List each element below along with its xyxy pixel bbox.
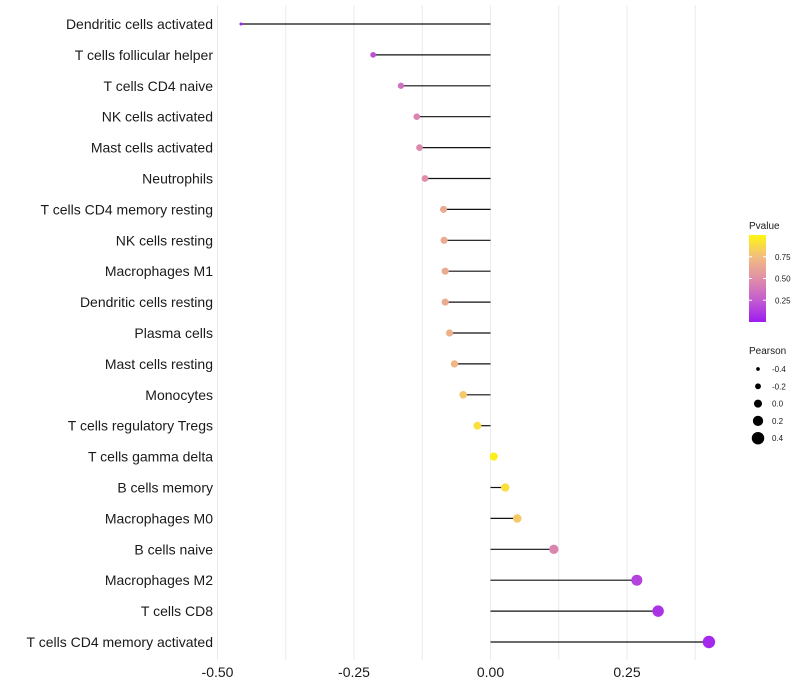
x-tick-label: -0.25: [338, 664, 370, 680]
size-legend-key: [756, 367, 760, 371]
size-legend-label: 0.4: [772, 434, 784, 443]
size-legend-label: 0.2: [772, 417, 784, 426]
x-tick-label: -0.50: [202, 664, 234, 680]
y-tick-label: Mast cells resting: [105, 356, 213, 372]
lollipop-point: [549, 544, 559, 554]
y-tick-label: Mast cells activated: [91, 140, 213, 156]
lollipop-point: [439, 205, 448, 213]
lollipop-point: [652, 605, 664, 617]
y-tick-label: T cells CD4 naive: [104, 78, 214, 94]
y-tick-label: Monocytes: [145, 387, 213, 403]
size-legend-key: [752, 415, 764, 427]
y-axis-labels: Dendritic cells activated T cells follicu…: [27, 16, 214, 650]
size-legend-label: -0.4: [772, 365, 786, 374]
lollipop-point: [413, 113, 421, 120]
lollipop-point: [441, 298, 449, 306]
y-tick-label: Neutrophils: [142, 171, 213, 187]
lollipop-stems: [240, 23, 709, 643]
lollipop-point: [501, 483, 510, 492]
lollipop-points: [239, 22, 716, 649]
pearson-legend-title: Pearson: [749, 346, 786, 357]
colorbar-tick-label: 0.25: [775, 296, 791, 305]
y-tick-label: Dendritic cells activated: [66, 16, 213, 32]
x-tick-label: 0.25: [613, 664, 640, 680]
lollipop-point: [421, 175, 429, 182]
x-tick-label: 0.00: [477, 664, 504, 680]
y-tick-label: NK cells resting: [116, 232, 213, 248]
lollipop-point: [512, 514, 522, 523]
lollipop-point: [702, 635, 716, 649]
y-tick-label: Dendritic cells resting: [80, 294, 213, 310]
pvalue-colorbar: [749, 235, 766, 322]
y-tick-label: Plasma cells: [134, 325, 213, 341]
lollipop-point: [440, 236, 448, 244]
y-tick-label: T cells regulatory Tregs: [68, 418, 213, 434]
lollipop-point: [441, 267, 449, 275]
size-legend-label: 0.0: [772, 400, 784, 409]
y-tick-label: NK cells activated: [102, 109, 213, 125]
y-tick-label: T cells follicular helper: [75, 47, 214, 63]
y-tick-label: B cells naive: [134, 541, 213, 557]
y-tick-label: Macrophages M0: [105, 510, 213, 526]
y-tick-label: Macrophages M2: [105, 572, 213, 588]
size-legend-key: [755, 383, 761, 390]
y-tick-label: Macrophages M1: [105, 263, 213, 279]
lollipop-point: [445, 329, 454, 337]
y-tick-label: B cells memory: [117, 480, 213, 496]
lollipop-point: [631, 574, 643, 586]
lollipop-point: [370, 52, 376, 58]
colorbar-tick-label: 0.50: [775, 275, 791, 284]
y-tick-label: T cells CD4 memory resting: [41, 201, 213, 217]
colorbar-tick-label: 0.75: [775, 253, 791, 262]
lollipop-point: [450, 360, 459, 368]
y-tick-label: T cells CD8: [141, 603, 213, 619]
lollipop-point: [473, 421, 482, 430]
size-legend-label: -0.2: [772, 382, 786, 391]
y-tick-label: T cells CD4 memory activated: [27, 634, 213, 650]
lollipop-point: [489, 452, 498, 461]
size-legend-key: [753, 399, 763, 408]
y-tick-label: T cells gamma delta: [88, 449, 213, 465]
pvalue-legend: Pvalue 0.25 0.50 0.75: [749, 221, 791, 322]
lollipop-point: [239, 22, 243, 26]
pearson-legend: Pearson -0.4 -0.2 0.0 0.2 0.4: [749, 346, 786, 445]
lollipop-point: [459, 391, 467, 399]
size-legend-key: [751, 431, 765, 445]
lollipop-point: [416, 144, 423, 151]
x-axis-ticks: -0.50 -0.25 0.00 0.25: [202, 664, 641, 680]
pvalue-legend-title: Pvalue: [749, 221, 780, 232]
lollipop-point: [397, 82, 405, 89]
